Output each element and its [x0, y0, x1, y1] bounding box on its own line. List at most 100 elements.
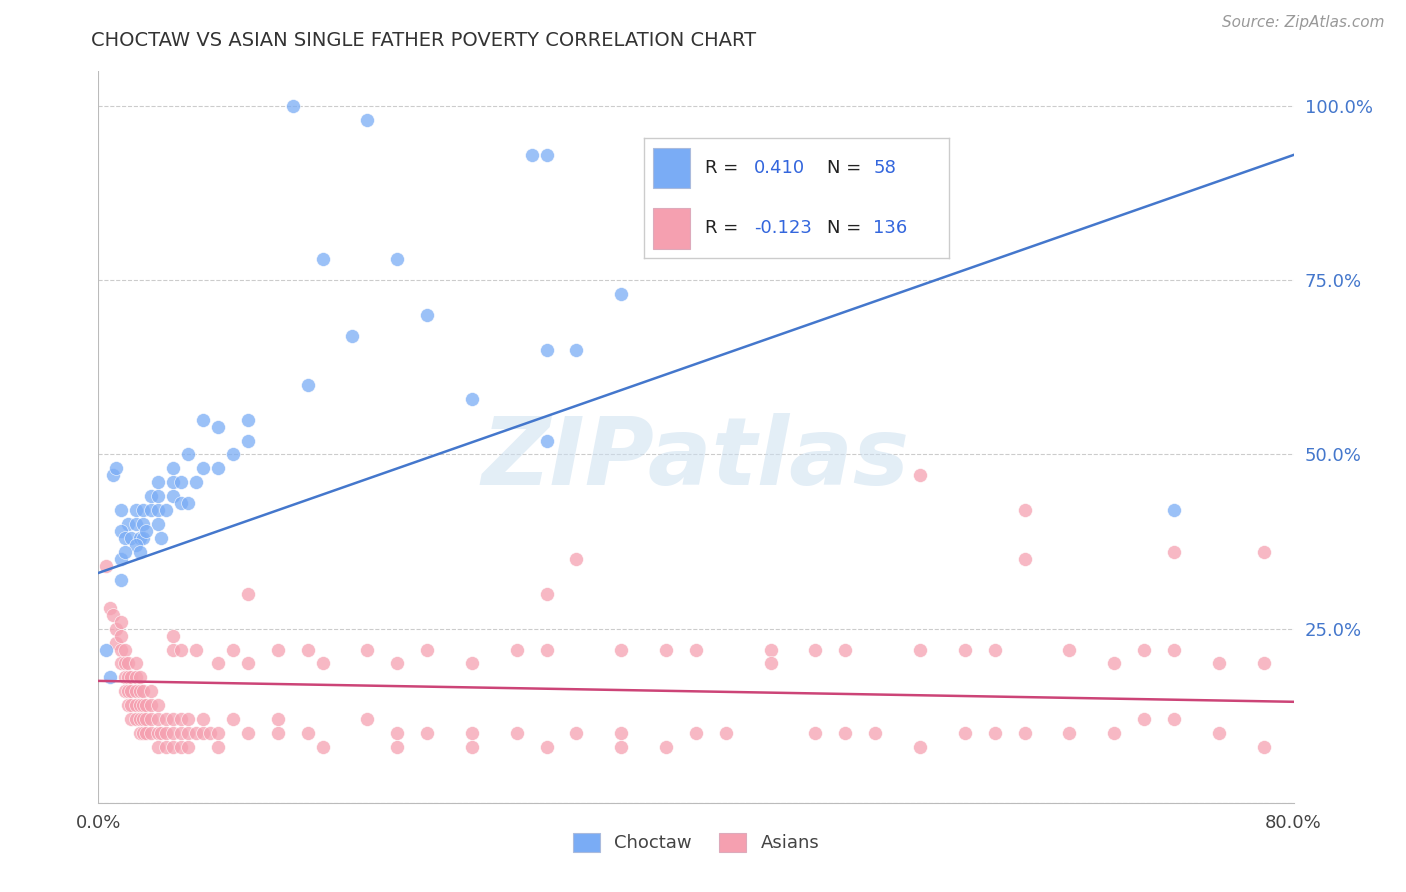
Point	[1014, 726, 1036, 740]
Point	[117, 517, 139, 532]
Point	[685, 642, 707, 657]
Point	[267, 642, 290, 657]
Point	[148, 740, 170, 755]
Point	[129, 712, 152, 726]
Point	[984, 642, 1007, 657]
Point	[1253, 740, 1275, 755]
Point	[1059, 642, 1081, 657]
Point	[125, 538, 148, 552]
Point	[150, 726, 173, 740]
Point	[132, 698, 155, 713]
Point	[162, 629, 184, 643]
Point	[804, 726, 827, 740]
Point	[177, 496, 200, 510]
Point	[132, 531, 155, 545]
Point	[162, 712, 184, 726]
Point	[117, 698, 139, 713]
Point	[385, 657, 409, 671]
Point	[385, 740, 409, 755]
Point	[155, 712, 177, 726]
Point	[132, 517, 155, 532]
Point	[148, 475, 170, 490]
Point	[114, 531, 136, 545]
Point	[536, 642, 558, 657]
Point	[236, 726, 259, 740]
Point	[135, 698, 157, 713]
Point	[1253, 657, 1275, 671]
Point	[148, 503, 170, 517]
Point	[125, 684, 148, 698]
Point	[536, 587, 558, 601]
Point	[191, 412, 214, 426]
Point	[520, 148, 543, 162]
Point	[169, 740, 191, 755]
Point	[1059, 726, 1081, 740]
Point	[506, 642, 529, 657]
Point	[236, 412, 259, 426]
Point	[311, 740, 333, 755]
Point	[148, 517, 170, 532]
Point	[1163, 712, 1185, 726]
Point	[162, 726, 184, 740]
Point	[984, 726, 1007, 740]
Point	[132, 503, 155, 517]
Point	[191, 726, 214, 740]
Point	[129, 545, 152, 559]
Point	[162, 475, 184, 490]
Point	[714, 726, 737, 740]
Point	[461, 726, 484, 740]
Point	[103, 468, 125, 483]
Point	[610, 642, 633, 657]
Point	[207, 726, 229, 740]
Point	[139, 489, 162, 503]
Point	[356, 712, 378, 726]
Text: 58: 58	[873, 159, 896, 177]
Point	[177, 448, 200, 462]
Point	[110, 552, 132, 566]
Point	[222, 712, 245, 726]
Point	[114, 670, 136, 684]
Point	[162, 461, 184, 475]
Point	[416, 308, 439, 322]
Point	[132, 712, 155, 726]
Point	[114, 545, 136, 559]
Point	[110, 642, 132, 657]
Point	[103, 607, 125, 622]
Point	[953, 642, 976, 657]
Text: 136: 136	[873, 219, 907, 237]
Point	[297, 377, 319, 392]
Point	[908, 468, 931, 483]
Point	[1014, 552, 1036, 566]
Point	[129, 726, 152, 740]
Point	[110, 629, 132, 643]
Point	[207, 461, 229, 475]
Point	[610, 287, 633, 301]
Point	[184, 642, 207, 657]
Text: R =: R =	[706, 159, 738, 177]
Point	[98, 670, 122, 684]
Point	[125, 517, 148, 532]
Point	[125, 698, 148, 713]
Point	[385, 252, 409, 267]
Point	[125, 712, 148, 726]
Point	[162, 489, 184, 503]
Point	[461, 657, 484, 671]
Point	[536, 148, 558, 162]
Point	[110, 503, 132, 517]
Point	[105, 635, 128, 649]
Point	[129, 670, 152, 684]
Point	[281, 99, 304, 113]
Point	[155, 726, 177, 740]
Point	[207, 740, 229, 755]
Point	[461, 392, 484, 406]
Point	[416, 726, 439, 740]
Point	[804, 642, 827, 657]
Point	[120, 531, 142, 545]
Bar	[654, 208, 690, 249]
Text: Source: ZipAtlas.com: Source: ZipAtlas.com	[1222, 15, 1385, 30]
Text: -0.123: -0.123	[754, 219, 813, 237]
Point	[135, 524, 157, 538]
Point	[834, 642, 856, 657]
Point	[177, 712, 200, 726]
Text: N =: N =	[827, 159, 862, 177]
